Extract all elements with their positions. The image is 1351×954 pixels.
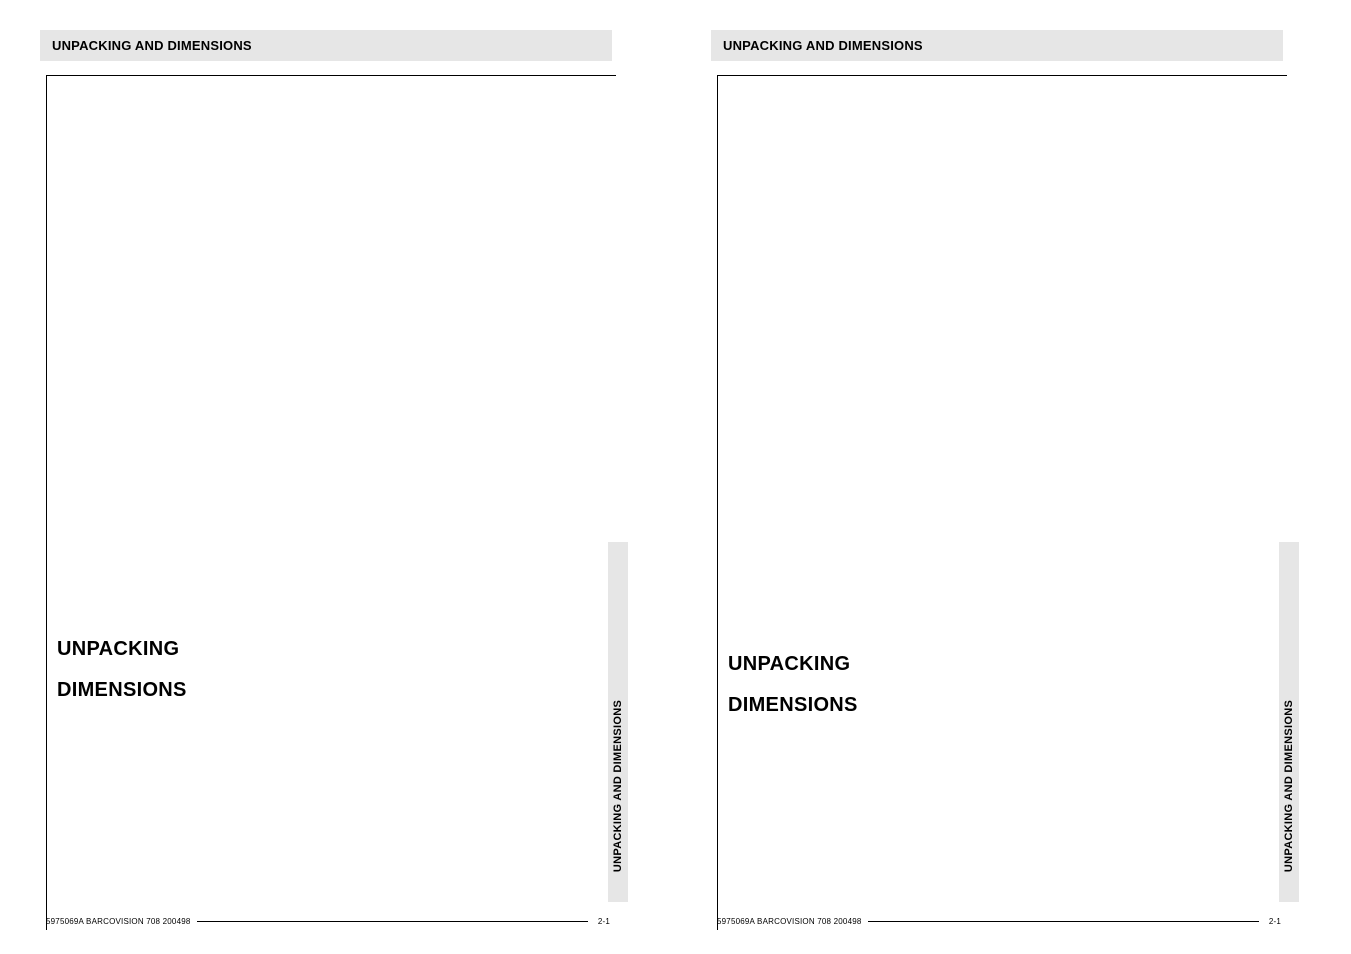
page-header: UNPACKING AND DIMENSIONS <box>40 30 612 61</box>
content-area: UNPACKING DIMENSIONS <box>717 75 1287 930</box>
footer-rule <box>868 921 1259 922</box>
heading-unpacking: UNPACKING <box>728 653 858 676</box>
footer-page-number: 2-1 <box>598 917 610 926</box>
header-row: UNPACKING AND DIMENSIONS <box>40 30 640 61</box>
footer-document-code: 5975069A BARCOVISION 708 200498 <box>717 917 862 926</box>
header-spacer <box>612 30 640 61</box>
header-spacer <box>1283 30 1311 61</box>
manual-page-left: UNPACKING AND DIMENSIONS UNPACKING DIMEN… <box>40 30 640 930</box>
header-row: UNPACKING AND DIMENSIONS <box>711 30 1311 61</box>
heading-dimensions: DIMENSIONS <box>57 679 187 702</box>
body-headings: UNPACKING DIMENSIONS <box>728 653 858 735</box>
heading-dimensions: DIMENSIONS <box>728 694 858 717</box>
content-area: UNPACKING DIMENSIONS <box>46 75 616 930</box>
footer-page-number: 2-1 <box>1269 917 1281 926</box>
footer-document-code: 5975069A BARCOVISION 708 200498 <box>46 917 191 926</box>
page-header: UNPACKING AND DIMENSIONS <box>711 30 1283 61</box>
side-tab-label: UNPACKING AND DIMENSIONS <box>612 700 624 872</box>
page-footer: 5975069A BARCOVISION 708 200498 2-1 <box>717 917 1281 926</box>
heading-unpacking: UNPACKING <box>57 638 187 661</box>
manual-page-right: UNPACKING AND DIMENSIONS UNPACKING DIMEN… <box>711 30 1311 930</box>
footer-rule <box>197 921 588 922</box>
page-footer: 5975069A BARCOVISION 708 200498 2-1 <box>46 917 610 926</box>
side-tab: UNPACKING AND DIMENSIONS <box>608 542 628 902</box>
side-tab-label: UNPACKING AND DIMENSIONS <box>1283 700 1295 872</box>
side-tab: UNPACKING AND DIMENSIONS <box>1279 542 1299 902</box>
body-headings: UNPACKING DIMENSIONS <box>57 638 187 720</box>
